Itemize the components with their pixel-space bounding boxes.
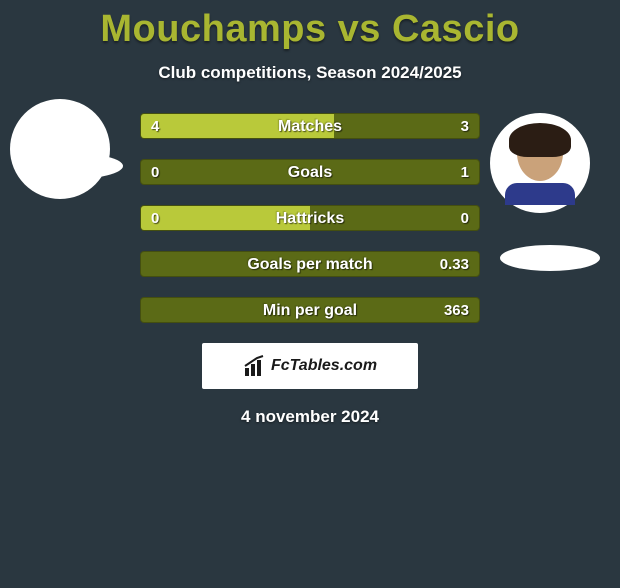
stat-bars: Matches43Goals01Hattricks00Goals per mat… bbox=[140, 113, 480, 323]
bar-right-value: 363 bbox=[444, 298, 469, 322]
logo-box[interactable]: FcTables.com bbox=[202, 343, 418, 389]
bar-right-value: 0 bbox=[461, 206, 469, 230]
bar-left-value: 4 bbox=[151, 114, 159, 138]
avatar-collar bbox=[505, 183, 575, 205]
avatar-hair bbox=[509, 123, 571, 157]
stat-bar: Matches4 3 bbox=[140, 113, 480, 139]
date-label: 4 november 2024 bbox=[0, 407, 620, 427]
stat-bar: Goals per match0.33 bbox=[140, 251, 480, 277]
logo-text: FcTables.com bbox=[271, 357, 377, 375]
chart-icon bbox=[243, 354, 267, 378]
bar-label: Hattricks bbox=[141, 206, 479, 230]
player-right-name-pill bbox=[500, 245, 600, 271]
stat-bar: Hattricks0 0 bbox=[140, 205, 480, 231]
player-right-avatar bbox=[490, 113, 590, 213]
bar-label: Matches bbox=[141, 114, 479, 138]
page-subtitle: Club competitions, Season 2024/2025 bbox=[0, 63, 620, 83]
bar-left-value: 0 bbox=[151, 206, 159, 230]
bar-right-value: 1 bbox=[461, 160, 469, 184]
bar-right-value: 3 bbox=[461, 114, 469, 138]
bar-label: Goals per match bbox=[141, 252, 479, 276]
page-title: Mouchamps vs Cascio bbox=[0, 8, 620, 51]
stat-bar: Goals0 1 bbox=[140, 159, 480, 185]
bar-left-value: 0 bbox=[151, 160, 159, 184]
bar-label: Goals bbox=[141, 160, 479, 184]
stat-bar: Min per goal363 bbox=[140, 297, 480, 323]
player-left-avatar bbox=[10, 99, 110, 199]
bar-right-value: 0.33 bbox=[440, 252, 469, 276]
bar-label: Min per goal bbox=[141, 298, 479, 322]
player-left-name-pill bbox=[18, 153, 123, 179]
content-area: Matches43Goals01Hattricks00Goals per mat… bbox=[0, 113, 620, 427]
